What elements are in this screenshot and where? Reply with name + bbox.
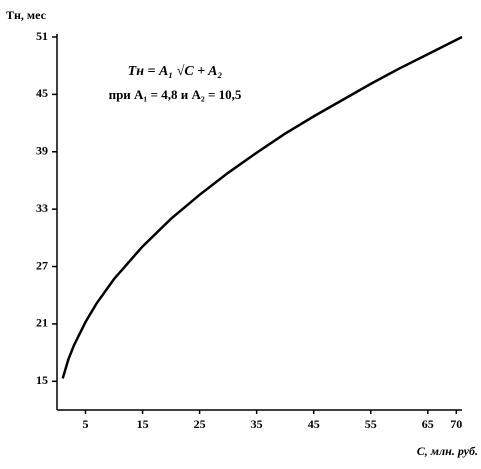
x-tick-label: 35 <box>251 417 263 431</box>
y-tick-label: 15 <box>36 373 48 387</box>
x-axis-label: C, млн. руб. <box>417 444 478 458</box>
x-tick-label: 25 <box>194 417 206 431</box>
x-tick-label: 70 <box>450 417 462 431</box>
y-tick-label: 21 <box>36 316 48 330</box>
y-tick-label: 33 <box>36 201 48 215</box>
data-line <box>61 35 463 379</box>
formula-params: при A₁ = 4,8 и A₂ = 10,5 <box>109 87 242 102</box>
y-tick-label: 27 <box>36 258 48 272</box>
formula: Tн = A₁ √C + A₂ <box>128 64 223 79</box>
x-tick-label: 5 <box>83 417 89 431</box>
y-tick-label: 51 <box>36 29 48 43</box>
x-tick-label: 15 <box>137 417 149 431</box>
y-tick-label: 39 <box>36 144 48 158</box>
x-tick-label: 55 <box>365 417 377 431</box>
y-tick-label: 45 <box>36 86 48 100</box>
x-tick-label: 65 <box>422 417 434 431</box>
x-tick-label: 45 <box>308 417 320 431</box>
y-axis-label: Tн, мес <box>6 8 47 22</box>
